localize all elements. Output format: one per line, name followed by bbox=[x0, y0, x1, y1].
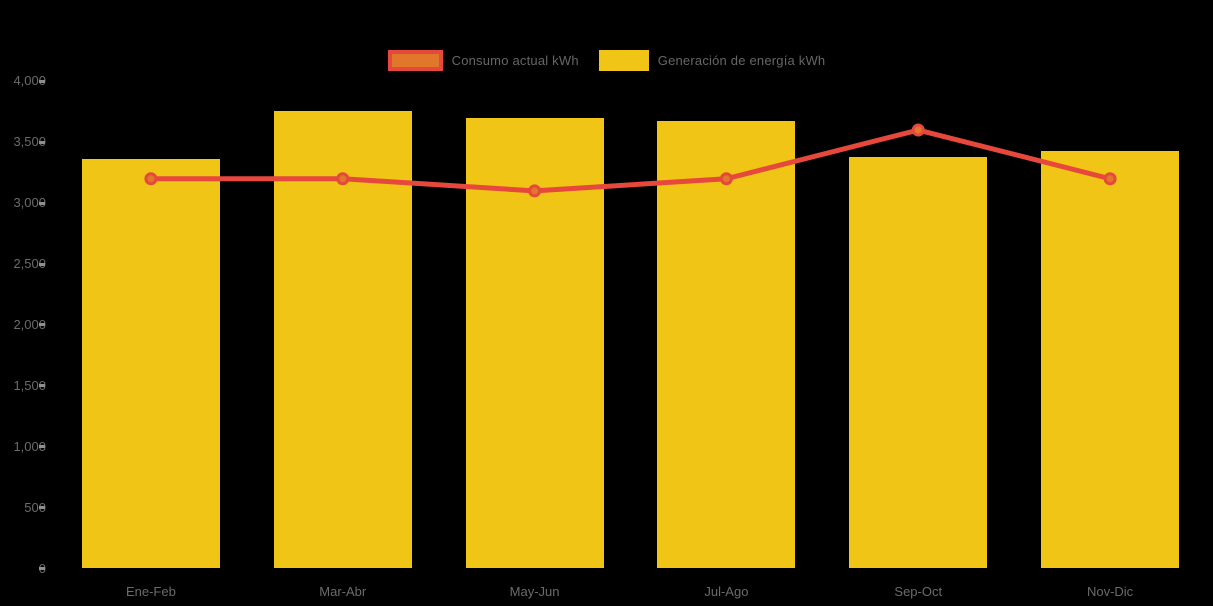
y-axis-tick-label: 1,500 bbox=[13, 377, 46, 393]
y-axis-tick-mark-icon bbox=[39, 323, 45, 327]
consumption-point-marker[interactable] bbox=[336, 172, 350, 186]
legend-swatch-consumo-icon bbox=[387, 50, 443, 71]
y-axis-tick-label: 2,000 bbox=[13, 316, 46, 332]
x-axis-tick-label: Jul-Ago bbox=[704, 584, 749, 599]
legend-label-generacion: Generación de energía kWh bbox=[657, 53, 826, 68]
legend-swatch-generacion-icon bbox=[598, 50, 649, 71]
consumption-line bbox=[150, 127, 1111, 194]
y-axis-tick-label: 1,000 bbox=[13, 438, 46, 454]
generation-bar[interactable] bbox=[849, 156, 988, 569]
y-axis-tick-label: 2,500 bbox=[13, 256, 46, 271]
consumption-point-marker[interactable] bbox=[911, 123, 925, 137]
generation-bar[interactable] bbox=[273, 110, 412, 569]
y-axis-tick-mark-icon bbox=[39, 201, 45, 205]
legend-label-consumo: Consumo actual kWh bbox=[451, 53, 579, 68]
consumption-point-marker[interactable] bbox=[528, 184, 542, 198]
y-axis-tick-mark-icon bbox=[39, 79, 45, 83]
y-axis-tick-mark-icon bbox=[39, 506, 45, 510]
generation-bar[interactable] bbox=[81, 159, 220, 569]
y-axis-tick-mark-icon bbox=[39, 384, 45, 388]
y-axis-tick-label: 4,000 bbox=[13, 73, 46, 89]
consumption-point-marker[interactable] bbox=[719, 172, 733, 186]
x-axis-tick-label: Ene-Feb bbox=[125, 584, 176, 599]
y-axis-tick-label: 500 bbox=[24, 499, 46, 515]
consumption-point-marker[interactable] bbox=[144, 172, 158, 186]
y-axis-tick-mark-icon bbox=[39, 140, 45, 144]
x-axis-tick-label: Sep-Oct bbox=[894, 584, 943, 599]
y-axis-tick-label: 3,500 bbox=[13, 134, 46, 150]
consumption-point-marker[interactable] bbox=[1103, 172, 1117, 186]
generation-bar[interactable] bbox=[1041, 150, 1180, 569]
y-axis-tick-label: 3,000 bbox=[13, 195, 46, 211]
y-axis-tick-mark-icon bbox=[39, 567, 45, 570]
chart-legend: Consumo actual kWh Generación de energía… bbox=[0, 50, 1213, 71]
x-axis-tick-label: Mar-Abr bbox=[319, 584, 367, 599]
legend-item-consumo[interactable]: Consumo actual kWh bbox=[387, 50, 579, 71]
y-axis-tick-mark-icon bbox=[39, 445, 45, 449]
generation-bar[interactable] bbox=[657, 121, 796, 569]
x-axis-tick-label: May-Jun bbox=[509, 584, 560, 599]
y-axis-tick-mark-icon bbox=[39, 262, 45, 266]
x-axis-tick-label: Nov-Dic bbox=[1086, 584, 1134, 599]
legend-item-generacion[interactable]: Generación de energía kWh bbox=[598, 50, 826, 71]
